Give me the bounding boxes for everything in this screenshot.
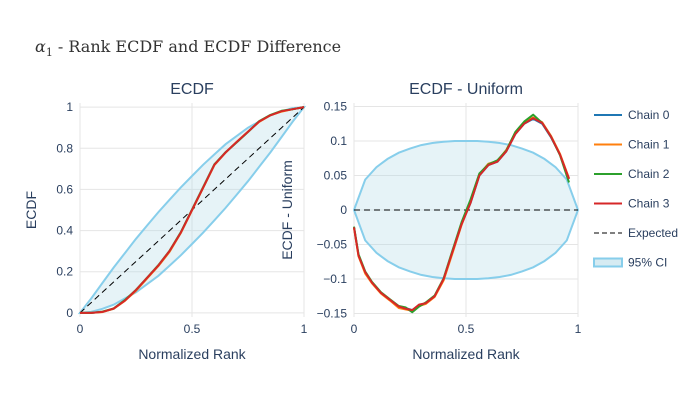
legend-swatch: [593, 257, 623, 268]
y-tick-label: 1: [66, 100, 73, 114]
y-tick-label: 0: [66, 306, 73, 320]
legend-label: Chain 3: [628, 197, 670, 211]
title-rest: - Rank ECDF and ECDF Difference: [53, 37, 341, 56]
y-tick-label: 0.6: [56, 182, 73, 196]
legend-item: Chain 1: [594, 138, 670, 152]
legend-label: Chain 1: [628, 138, 670, 152]
legend-label: Chain 0: [628, 108, 670, 122]
legend-item: Chain 2: [594, 167, 670, 181]
y-tick-label: 0.2: [56, 265, 73, 279]
series-line-chain-3: [80, 106, 305, 314]
x-tick-label: 1: [301, 322, 308, 336]
legend-item: Chain 3: [594, 197, 670, 211]
y-tick-label: −0.1: [323, 272, 347, 286]
y-tick-label: −0.15: [317, 307, 348, 321]
main-title: α1 - Rank ECDF and ECDF Difference: [35, 37, 341, 59]
legend-label: Expected: [628, 226, 678, 240]
y-tick-label: 0.05: [324, 168, 348, 182]
x-tick-label: 0: [77, 322, 84, 336]
y-tick-label: −0.05: [317, 238, 348, 252]
legend-item: 95% CI: [593, 256, 667, 270]
legend-label: Chain 2: [628, 167, 670, 181]
y-tick-label: 0: [340, 203, 347, 217]
title-subscript: 1: [46, 46, 53, 59]
y-axis-title: ECDF - Uniform: [279, 160, 295, 260]
x-axis-title: Normalized Rank: [138, 346, 246, 362]
ecdf-panel: 0 0.5 1 0 0.2 0.4 0.6 0.8 1 ECDF Normalized Rank EC…: [23, 81, 308, 362]
y-tick-label: 0.4: [56, 224, 73, 238]
panel-title: ECDF: [170, 81, 214, 98]
y-tick-label: 0.1: [330, 134, 347, 148]
x-tick-label: 0.5: [184, 322, 201, 336]
y-axis-title: ECDF: [23, 191, 39, 229]
panel-title: ECDF - Uniform: [409, 81, 523, 98]
legend-item: Chain 0: [594, 108, 670, 122]
y-tick-label: 0.8: [56, 141, 73, 155]
y-tick-label: 0.15: [324, 99, 348, 113]
title-symbol: α: [35, 37, 46, 56]
series-line-chain-3: [353, 117, 570, 312]
ecdf-difference-panel: 0 0.5 1 −0.15 −0.1 −0.05 0 0.05 0.1 0.15 ECDF - Un…: [279, 81, 582, 362]
x-tick-label: 0.5: [458, 322, 475, 336]
x-axis-title: Normalized Rank: [412, 346, 520, 362]
legend-label: 95% CI: [628, 256, 667, 270]
legend: Chain 0 Chain 1 Chain 2 Chain 3 Expected 95% …: [593, 108, 678, 270]
legend-item: Expected: [594, 226, 678, 240]
x-tick-label: 1: [575, 322, 582, 336]
x-tick-label: 0: [351, 322, 358, 336]
